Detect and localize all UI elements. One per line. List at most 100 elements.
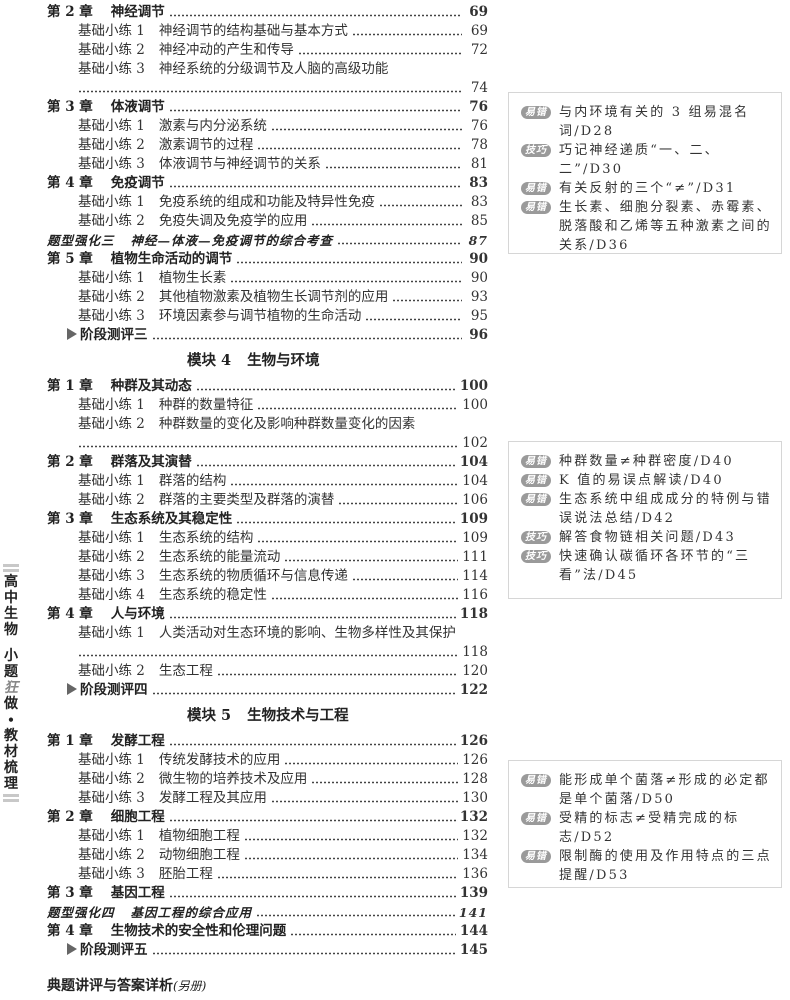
toc-entry-text: 基础小练 3 环境因素参与调节植物的生命活动: [78, 307, 361, 326]
toc-entry-text: 基础小练 1 免疫系统的组成和功能及特异性免疫: [78, 193, 375, 212]
toc-lesson-row[interactable]: 基础小练 1 植物细胞工程 132: [47, 827, 488, 846]
page-number: 118: [462, 644, 488, 660]
toc-module-row[interactable]: 模块 5 生物技术与工程: [47, 700, 488, 732]
toc-lesson-row[interactable]: 基础小练 1 种群的数量特征 100: [47, 396, 488, 415]
toc-chapter-row[interactable]: 第 4 章 人与环境 118: [47, 605, 488, 624]
tip-item: 易错 生长素、细胞分裂素、赤霉素、脱落酸和乙烯等五种激素之间的关系/D36: [521, 198, 773, 255]
tip-mistake-badge: 易错: [521, 850, 551, 863]
toc-entry-text: 第 4 章 生物技术的安全性和伦理问题: [47, 922, 286, 941]
toc-entry-text: 题型强化三 神经—体液—免疫调节的综合考查: [47, 231, 333, 250]
toc-chapter-row[interactable]: 第 5 章 植物生命活动的调节 90: [47, 250, 488, 269]
toc-entry-title: 神经—体液—免疫调节的综合考查: [130, 233, 334, 248]
toc-lesson-row[interactable]: 基础小练 2 生态系统的能量流动 111: [47, 548, 488, 567]
toc-lesson-row[interactable]: 基础小练 2 群落的主要类型及群落的演替 106: [47, 491, 488, 510]
toc-chapter-row[interactable]: 第 2 章 群落及其演替 104: [47, 453, 488, 472]
toc-lesson-row[interactable]: 基础小练 1 生态系统的结构 109: [47, 529, 488, 548]
toc-chapter-row[interactable]: 第 1 章 发酵工程 126: [47, 732, 488, 751]
toc-chapter-row[interactable]: 第 2 章 细胞工程 132: [47, 808, 488, 827]
toc-entry-number: 第 1 章: [47, 733, 93, 749]
toc-chapter-row[interactable]: 第 4 章 生物技术的安全性和伦理问题 144: [47, 922, 488, 941]
page-number: 100: [462, 397, 488, 413]
toc-entry-number: 第 2 章: [47, 4, 93, 20]
toc-lesson-row[interactable]: 基础小练 3 环境因素参与调节植物的生命活动 95: [47, 307, 488, 326]
tip-text: 与内环境有关的 3 组易混名词/D28: [559, 105, 750, 139]
toc-entry-title: 体液调节: [110, 99, 165, 115]
toc-chapter-row[interactable]: 第 3 章 基因工程 139: [47, 884, 488, 903]
tip-item: 易错 限制酶的使用及作用特点的三点提醒/D53: [521, 847, 773, 885]
toc-entry-number: 基础小练 4: [78, 587, 145, 603]
tip-text: 种群数量≠种群密度/D40: [559, 454, 734, 469]
tip-box-1: 易错 与内环境有关的 3 组易混名词/D28 技巧 巧记神经递质“一、二、二”/D30…: [508, 92, 782, 254]
page-number: 78: [470, 137, 488, 153]
toc-chapter-row[interactable]: 第 1 章 种群及其动态 100: [47, 377, 488, 396]
toc-lesson-row[interactable]: 基础小练 1 传统发酵技术的应用 126: [47, 751, 488, 770]
dot-leader: [257, 396, 459, 415]
toc-module-row[interactable]: 模块 4 生物与环境: [47, 345, 488, 377]
toc-lesson-row[interactable]: 基础小练 3 生态系统的物质循环与信息传递 114: [47, 567, 488, 586]
toc-special-row[interactable]: 题型强化四 基因工程的综合应用 141: [47, 903, 488, 922]
page-number: 102: [462, 435, 488, 451]
toc-chapter-row[interactable]: 第 4 章 免疫调节 83: [47, 174, 488, 193]
spine-bar: [3, 799, 19, 802]
page-number: 87: [468, 233, 488, 248]
page-number: 85: [470, 213, 488, 229]
toc-entry-title: 种群的数量特征: [158, 397, 254, 413]
triangle-marker-icon: [67, 328, 77, 340]
toc-chapter-row[interactable]: 第 2 章 神经调节 69: [47, 3, 488, 22]
page-number: 139: [459, 885, 488, 901]
toc-lesson-row[interactable]: 基础小练 2 微生物的培养技术及应用 128: [47, 770, 488, 789]
dot-leader: [337, 231, 462, 250]
tip-mistake-badge: 易错: [521, 474, 551, 487]
toc-lesson-row[interactable]: 基础小练 3 胚胎工程 136: [47, 865, 488, 884]
toc-entry-number: 基础小练 2: [78, 289, 145, 305]
dot-leader: [195, 377, 456, 396]
toc-entry-text: 基础小练 1 神经调节的结构基础与基本方式: [78, 22, 348, 41]
toc-lesson-row[interactable]: 基础小练 2 免疫失调及免疫学的应用 85: [47, 212, 488, 231]
dot-leader: [284, 751, 459, 770]
toc-special-row[interactable]: 题型强化三 神经—体液—免疫调节的综合考查 87: [47, 231, 488, 250]
toc-lesson-row[interactable]: 基础小练 2 神经冲动的产生和传导 72: [47, 41, 488, 60]
spine-dot: •: [7, 713, 15, 727]
toc-lesson-row[interactable]: 基础小练 2 激素调节的过程 78: [47, 136, 488, 155]
toc-lesson-row[interactable]: 基础小练 1 免疫系统的组成和功能及特异性免疫 83: [47, 193, 488, 212]
toc-entry-text: 第 2 章 神经调节: [47, 3, 165, 22]
toc-lesson-row[interactable]: 基础小练 2 动物细胞工程 134: [47, 846, 488, 865]
toc-entry-text: 基础小练 1 群落的结构: [78, 472, 226, 491]
tip-technique-badge: 技巧: [521, 531, 551, 544]
toc-lesson-row[interactable]: 基础小练 1 激素与内分泌系统 76: [47, 117, 488, 136]
toc-lesson-row[interactable]: 基础小练 2 生态工程 120: [47, 662, 488, 681]
toc-entry-text: 基础小练 1 植物细胞工程: [78, 827, 240, 846]
toc-entry-text: 基础小练 1 植物生长素: [78, 269, 226, 288]
toc-lesson-row[interactable]: 基础小练 3 体液调节与神经调节的关系 81: [47, 155, 488, 174]
toc-lesson-row[interactable]: 基础小练 2 种群数量的变化及影响种群数量变化的因素 102: [47, 415, 488, 453]
toc-lesson-row[interactable]: 基础小练 4 生态系统的稳定性 116: [47, 586, 488, 605]
toc-test-row[interactable]: 阶段测评五 145: [47, 941, 488, 960]
tip-item: 易错 生态系统中组成成分的特例与错误说法总结/D42: [521, 490, 773, 528]
toc-entry-number: 基础小练 3: [78, 790, 145, 806]
toc-test-row[interactable]: 阶段测评三 96: [47, 326, 488, 345]
dot-leader: [168, 3, 462, 22]
toc-lesson-row[interactable]: 基础小练 3 神经系统的分级调节及人脑的高级功能 74: [47, 60, 488, 98]
toc-entry-title: 生态系统的能量流动: [158, 549, 281, 565]
toc-entry-title: 胚胎工程: [158, 866, 213, 882]
toc-entry-text: 基础小练 4 生态系统的稳定性: [78, 586, 267, 605]
toc-test-row[interactable]: 阶段测评四 122: [47, 681, 488, 700]
toc-lesson-row[interactable]: 基础小练 1 植物生长素 90: [47, 269, 488, 288]
page-number: 93: [470, 289, 488, 305]
page-number: 76: [470, 118, 488, 134]
page-number: 90: [469, 251, 488, 267]
toc-lesson-row[interactable]: 基础小练 3 发酵工程及其应用 130: [47, 789, 488, 808]
toc-lesson-row[interactable]: 基础小练 1 群落的结构 104: [47, 472, 488, 491]
toc-chapter-row[interactable]: 第 3 章 生态系统及其稳定性 109: [47, 510, 488, 529]
toc-lesson-row[interactable]: 基础小练 2 其他植物激素及植物生长调节剂的应用 93: [47, 288, 488, 307]
page-number: 118: [459, 606, 488, 622]
tip-box-3: 易错 能形成单个菌落≠形成的必定都是单个菌落/D50 易错 受精的标志≠受精完成的标志…: [508, 760, 782, 888]
toc-lesson-row[interactable]: 基础小练 1 人类活动对生态环境的影响、生物多样性及其保护 118: [47, 624, 488, 662]
toc-entry-text: 第 2 章 群落及其演替: [47, 453, 192, 472]
toc-entry-text: 第 1 章 发酵工程: [47, 732, 165, 751]
toc-entry-text: 基础小练 3 体液调节与神经调节的关系: [78, 155, 321, 174]
toc-chapter-row[interactable]: 第 3 章 体液调节 76: [47, 98, 488, 117]
toc-lesson-row[interactable]: 基础小练 1 神经调节的结构基础与基本方式 69: [47, 22, 488, 41]
toc-entry-title: 发酵工程: [110, 733, 165, 749]
toc-entry-number: 第 2 章: [47, 454, 93, 470]
